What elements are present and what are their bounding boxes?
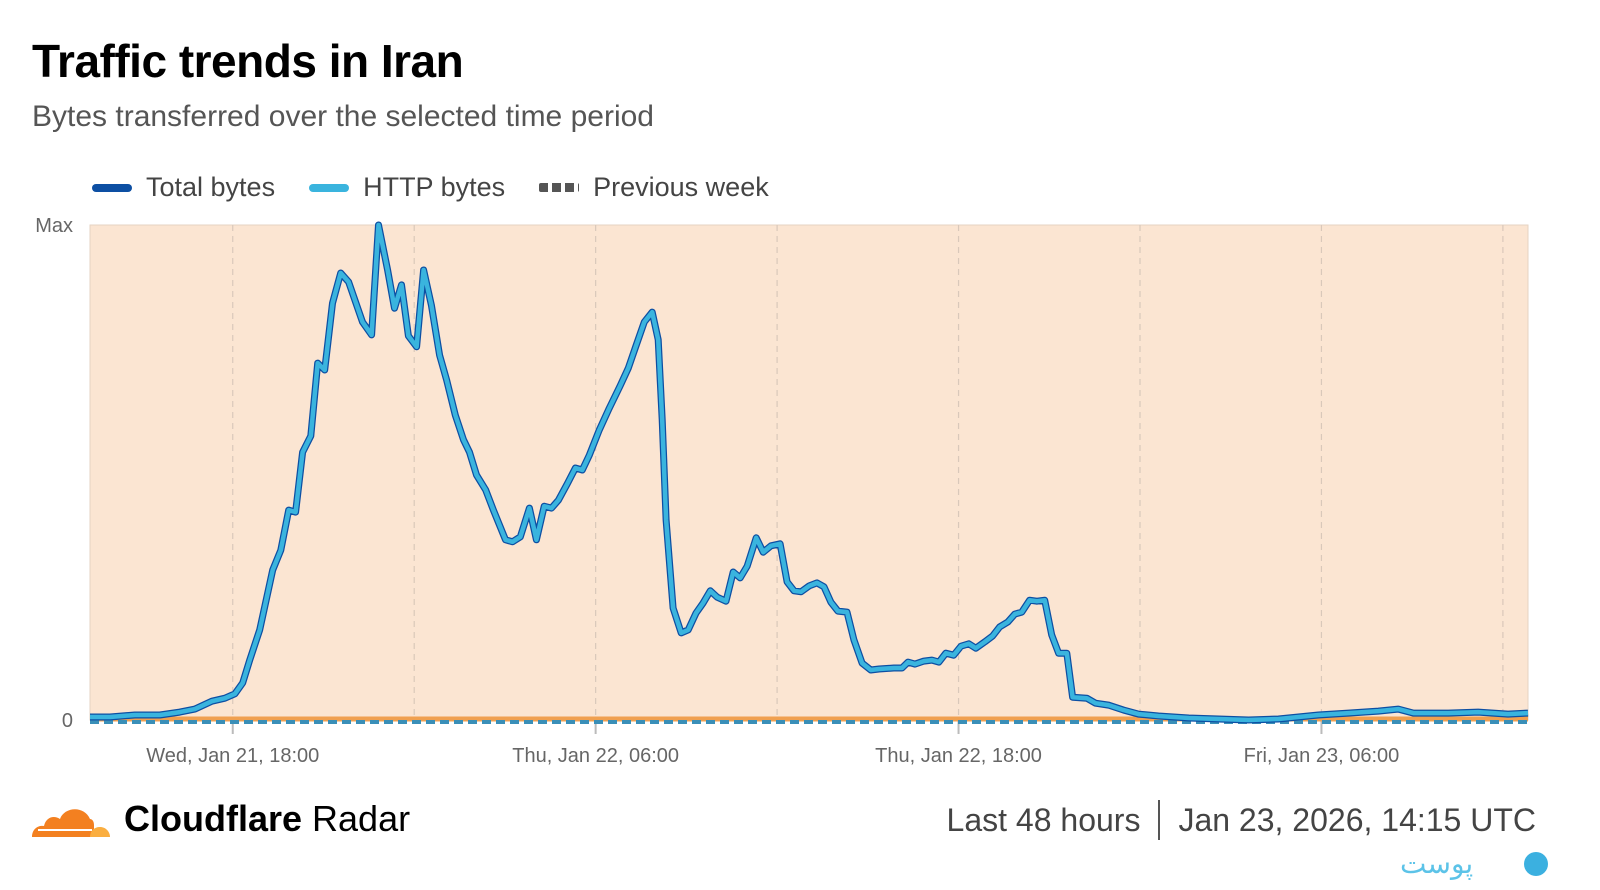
x-tick-label: Wed, Jan 21, 18:00 — [146, 745, 319, 767]
y-tick-label: 0 — [62, 710, 73, 732]
brand-light: Radar — [312, 798, 411, 839]
y-tick-label: Max — [35, 215, 73, 237]
watermark-icon — [1524, 852, 1548, 876]
page-subtitle: Bytes transferred over the selected time… — [32, 100, 654, 133]
legend-item-total-bytes[interactable]: Total bytes — [92, 172, 275, 203]
http-bytes-swatch — [309, 183, 350, 192]
x-tick-label: Fri, Jan 23, 06:00 — [1244, 745, 1400, 767]
legend-item-http-bytes[interactable]: HTTP bytes — [309, 172, 505, 203]
cloudflare-cloud-icon — [32, 809, 110, 837]
brand-name: Cloudflare Radar — [124, 798, 410, 840]
legend-item-previous-week[interactable]: Previous week — [539, 172, 769, 203]
plot-background — [89, 224, 1529, 721]
divider — [1158, 800, 1161, 840]
x-tick-label: Thu, Jan 22, 18:00 — [875, 745, 1042, 767]
total-bytes-swatch — [92, 183, 132, 192]
page-title: Traffic trends in Iran — [32, 35, 464, 87]
legend-label: Previous week — [593, 172, 769, 202]
cloudflare-radar-logo: Cloudflare Radar — [30, 798, 410, 840]
previous-week-swatch — [539, 183, 580, 192]
http-bytes-line — [90, 222, 1529, 723]
x-tick-label: Thu, Jan 22, 06:00 — [512, 745, 679, 767]
legend-label: Total bytes — [146, 172, 276, 202]
time-range-info: Last 48 hours Jan 23, 2026, 14:15 UTC — [947, 800, 1536, 840]
timestamp: Jan 23, 2026, 14:15 UTC — [1178, 801, 1536, 838]
watermark-logo: پوست — [1400, 847, 1474, 880]
time-range-label: Last 48 hours — [946, 801, 1141, 838]
legend-label: HTTP bytes — [363, 172, 506, 202]
chart-legend: Total bytes HTTP bytes Previous week — [92, 172, 769, 203]
brand-bold: Cloudflare — [124, 798, 303, 839]
